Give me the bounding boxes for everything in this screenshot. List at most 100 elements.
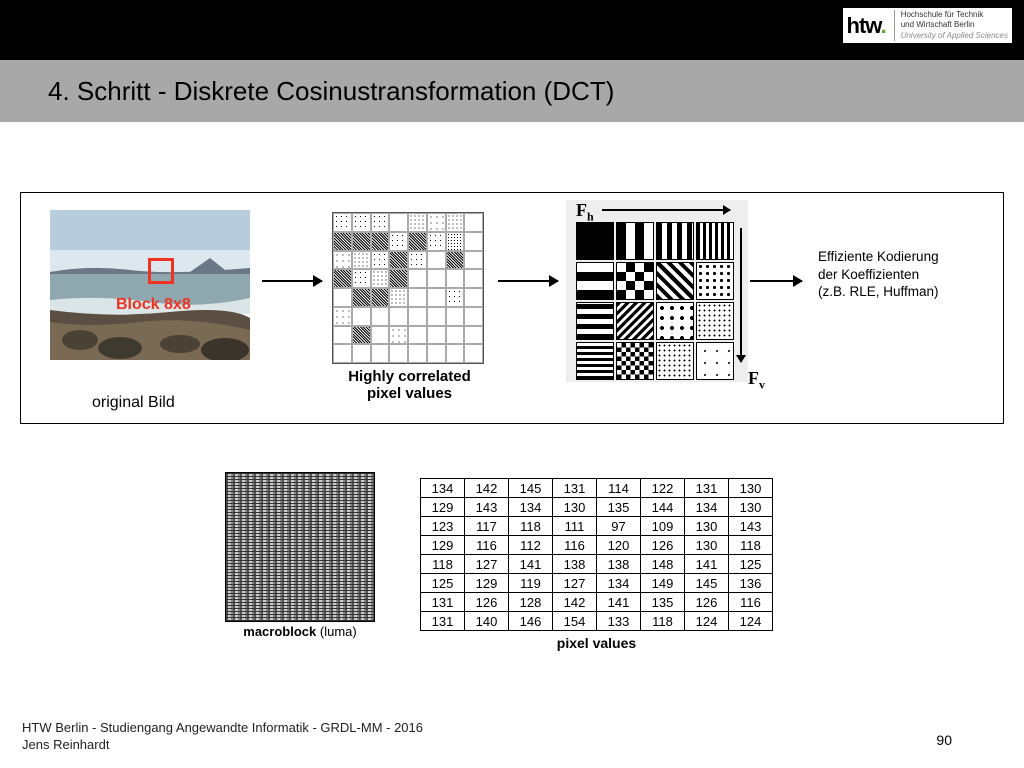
pixel-value-cell: 143	[465, 498, 509, 517]
pixel-cell	[352, 232, 371, 251]
dct-basis-cell	[656, 222, 694, 260]
pixel-value-cell: 149	[641, 574, 685, 593]
pixel-value-cell: 129	[421, 536, 465, 555]
pixel-cell	[389, 269, 408, 288]
pixel-cell	[408, 213, 427, 232]
logo-subtitle: Hochschule für Technik und Wirtschaft Be…	[894, 10, 1008, 41]
pixel-cell	[333, 326, 352, 345]
dct-basis-cell	[576, 222, 614, 260]
pixel-value-cell: 131	[421, 593, 465, 612]
pixel-cell	[352, 288, 371, 307]
pixel-cell	[446, 344, 465, 363]
pixel-cell	[427, 232, 446, 251]
dct-basis-cell	[696, 222, 734, 260]
pixel-cell	[446, 232, 465, 251]
pixel-value-cell: 130	[553, 498, 597, 517]
pixel-cell	[333, 232, 352, 251]
pixel-value-cell: 125	[421, 574, 465, 593]
fv-arrow-icon	[740, 228, 742, 362]
pixel-cell	[446, 269, 465, 288]
pixel-value-cell: 134	[597, 574, 641, 593]
pixel-value-cell: 134	[509, 498, 553, 517]
arrow-icon	[262, 280, 322, 282]
pixel-value-cell: 112	[509, 536, 553, 555]
dct-basis-cell	[616, 222, 654, 260]
grid1-caption: Highly correlated	[332, 368, 487, 385]
pixel-value-cell: 118	[509, 517, 553, 536]
pixel-value-cell: 125	[729, 555, 773, 574]
correlated-pixel-grid: Highly correlated pixel values	[332, 212, 487, 403]
pixel-cell	[389, 232, 408, 251]
dct-basis-cell	[576, 342, 614, 380]
dct-basis-grid	[576, 222, 734, 380]
block-8x8-highlight	[148, 258, 174, 284]
macroblock-image: macroblock (luma)	[220, 472, 380, 639]
pixel-value-cell: 116	[553, 536, 597, 555]
pixel-cell	[333, 213, 352, 232]
pixel-value-cell: 138	[597, 555, 641, 574]
pixel-cell	[427, 326, 446, 345]
pixel-value-cell: 141	[685, 555, 729, 574]
pixel-cell	[408, 326, 427, 345]
pixel-cell	[352, 307, 371, 326]
pixel-value-cell: 145	[685, 574, 729, 593]
pixel-cell	[333, 307, 352, 326]
pixel-value-cell: 130	[729, 479, 773, 498]
pixel-value-cell: 97	[597, 517, 641, 536]
arrow-icon	[750, 280, 802, 282]
pixel-value-cell: 130	[685, 517, 729, 536]
title-bar: 4. Schritt - Diskrete Cosinustransformat…	[0, 60, 1024, 122]
pixel-cell	[427, 307, 446, 326]
pixel-cell	[464, 326, 483, 345]
pixel-value-cell: 141	[509, 555, 553, 574]
pixel-value-cell: 123	[421, 517, 465, 536]
dct-basis-cell	[696, 262, 734, 300]
pixel-value-cell: 134	[421, 479, 465, 498]
pixel-value-cell: 146	[509, 612, 553, 631]
pixel-cell	[427, 251, 446, 270]
block-8x8-label: Block 8x8	[116, 296, 191, 314]
pixel-cell	[464, 344, 483, 363]
pixel-value-cell: 114	[597, 479, 641, 498]
pixel-value-cell: 118	[641, 612, 685, 631]
pixel-cell	[464, 213, 483, 232]
pixel-cell	[333, 269, 352, 288]
pixel-cell	[389, 251, 408, 270]
dct-basis-cell	[696, 342, 734, 380]
logo-brand: htw.	[847, 13, 886, 38]
dct-basis-cell	[616, 342, 654, 380]
pixel-cell	[408, 269, 427, 288]
pixel-value-cell: 131	[553, 479, 597, 498]
dct-basis-cell	[656, 262, 694, 300]
dct-basis-cell	[656, 342, 694, 380]
pixel-cell	[446, 213, 465, 232]
pixel-value-cell: 129	[421, 498, 465, 517]
pixel-value-cell: 144	[641, 498, 685, 517]
pixel-cell	[333, 251, 352, 270]
htw-logo: htw. Hochschule für Technik und Wirtscha…	[843, 8, 1013, 43]
pixel-value-cell: 136	[729, 574, 773, 593]
dct-basis-cell	[576, 302, 614, 340]
pixel-cell	[408, 288, 427, 307]
pixel-cell	[371, 232, 390, 251]
pixel-cell	[371, 269, 390, 288]
pixel-cell	[352, 213, 371, 232]
pixel-value-cell: 124	[729, 612, 773, 631]
pixel-cell	[446, 326, 465, 345]
pixel-cell	[389, 307, 408, 326]
pixel-cell	[352, 326, 371, 345]
pixel-value-cell: 140	[465, 612, 509, 631]
pixel-cell	[427, 288, 446, 307]
pixel-value-cell: 128	[509, 593, 553, 612]
pixel-value-cell: 119	[509, 574, 553, 593]
pixel-value-cell: 116	[729, 593, 773, 612]
pixel-value-cell: 126	[641, 536, 685, 555]
pixel-cell	[352, 344, 371, 363]
pixel-cell	[389, 344, 408, 363]
pixel-cell	[408, 344, 427, 363]
pixel-value-cell: 130	[685, 536, 729, 555]
pixel-cell	[427, 269, 446, 288]
pixel-cell	[389, 213, 408, 232]
pixel-cell	[408, 232, 427, 251]
pixel-cell	[464, 307, 483, 326]
